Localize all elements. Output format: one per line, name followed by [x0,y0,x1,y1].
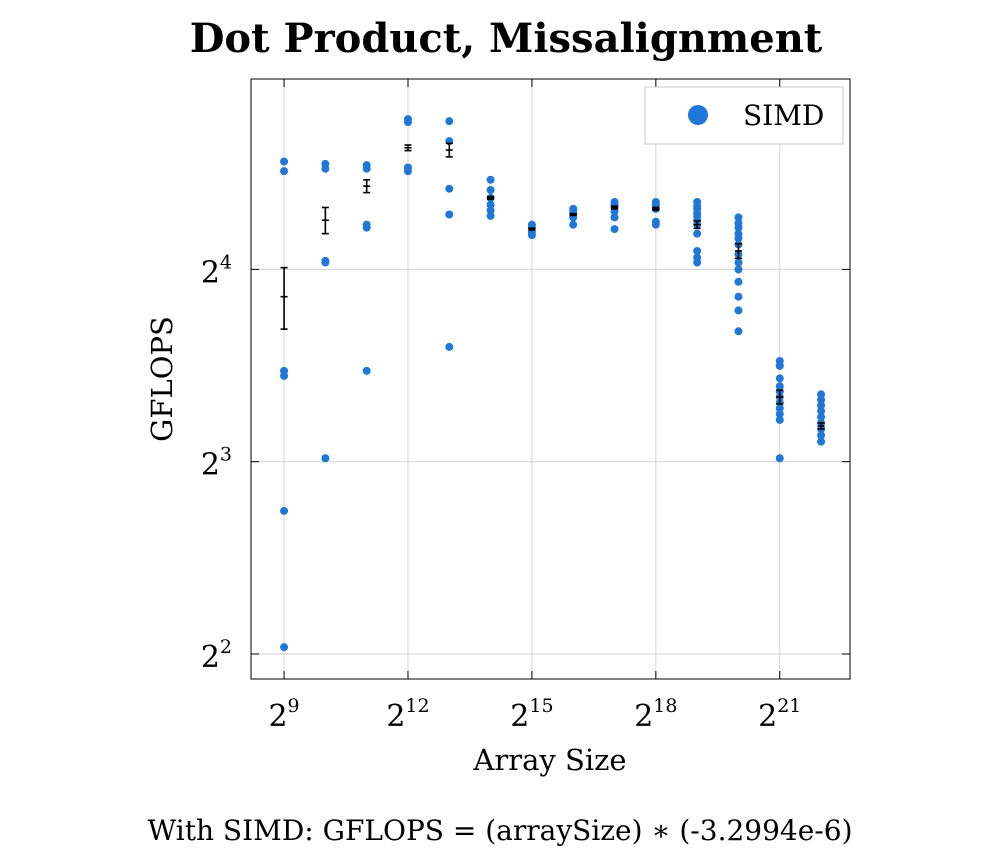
chart-title: Dot Product, Missalignment [190,15,823,62]
data-point [693,258,702,267]
data-point [734,234,743,243]
data-point [362,164,371,173]
data-point [610,207,619,216]
data-point [775,374,784,383]
data-point [775,415,784,424]
grid [251,79,850,679]
data-point [445,184,454,193]
data-point [486,200,495,209]
y-tick-label: 23 [201,444,232,483]
error-bar [321,206,329,235]
data-point [486,211,495,220]
data-point [486,186,495,195]
x-tick-label: 215 [510,695,553,734]
data-point [445,117,454,126]
plot-frame [250,78,851,680]
data-point [734,277,743,286]
error-bar [652,206,660,212]
data-point [445,342,454,351]
x-tick-label: 29 [268,695,299,734]
data-point [734,327,743,336]
data-point [693,229,702,238]
data-point [817,437,826,446]
data-point [486,175,495,184]
data-point [817,412,826,421]
error-bars [280,142,825,430]
fit-formula: With SIMD: GFLOPS = (arraySize) ∗ (-3.29… [148,814,853,847]
error-bar [734,242,742,260]
data-point [280,157,289,166]
data-point [403,118,412,127]
data-point [321,454,330,463]
legend-box [644,86,844,145]
data-point [527,231,536,240]
data-point [817,401,826,410]
data-point [610,213,619,222]
data-point [734,213,743,222]
error-bar [611,205,619,210]
data-point [817,407,826,416]
data-point [362,223,371,232]
error-bar [445,142,453,158]
data-point [610,225,619,234]
data-point [775,410,784,419]
data-point [775,361,784,370]
data-point [775,454,784,463]
legend-label-simd: SIMD [743,99,824,132]
data-point [280,643,289,652]
data-point [280,167,289,176]
data-point [693,246,702,255]
data-point [445,210,454,219]
data-points [280,115,826,652]
data-point [734,265,743,274]
data-point [321,258,330,267]
data-point [817,390,826,399]
data-point [734,292,743,301]
data-point [734,306,743,315]
error-bar [569,212,577,217]
legend: SIMD [644,86,844,145]
data-point [651,220,660,229]
legend-marker-simd [688,105,708,125]
x-tick-label: 221 [758,695,801,734]
axis-ticks [251,79,850,679]
data-point [817,395,826,404]
data-point [734,258,743,267]
y-tick-labels: 22 23 24 [201,251,232,675]
data-point [362,366,371,375]
y-axis-label: GFLOPS [145,316,179,442]
data-point [280,506,289,515]
data-point [775,404,784,413]
data-point [280,371,289,380]
x-tick-labels: 29 212 215 218 221 [268,695,801,734]
x-axis-label: Array Size [472,743,626,777]
x-tick-label: 212 [386,695,429,734]
data-point [734,223,743,232]
error-bar [404,144,412,152]
error-bar [487,195,495,201]
error-bar [280,266,288,330]
error-bar [693,220,701,230]
error-bar [776,389,784,405]
data-point [817,431,826,440]
data-point [486,206,495,215]
y-tick-label: 24 [201,251,232,290]
error-bar [363,178,371,194]
x-tick-label: 218 [634,695,677,734]
data-point [569,220,578,229]
data-point [321,164,330,173]
data-point [403,167,412,176]
error-bar [528,227,536,231]
error-bar [817,422,825,430]
y-tick-label: 22 [201,636,232,675]
